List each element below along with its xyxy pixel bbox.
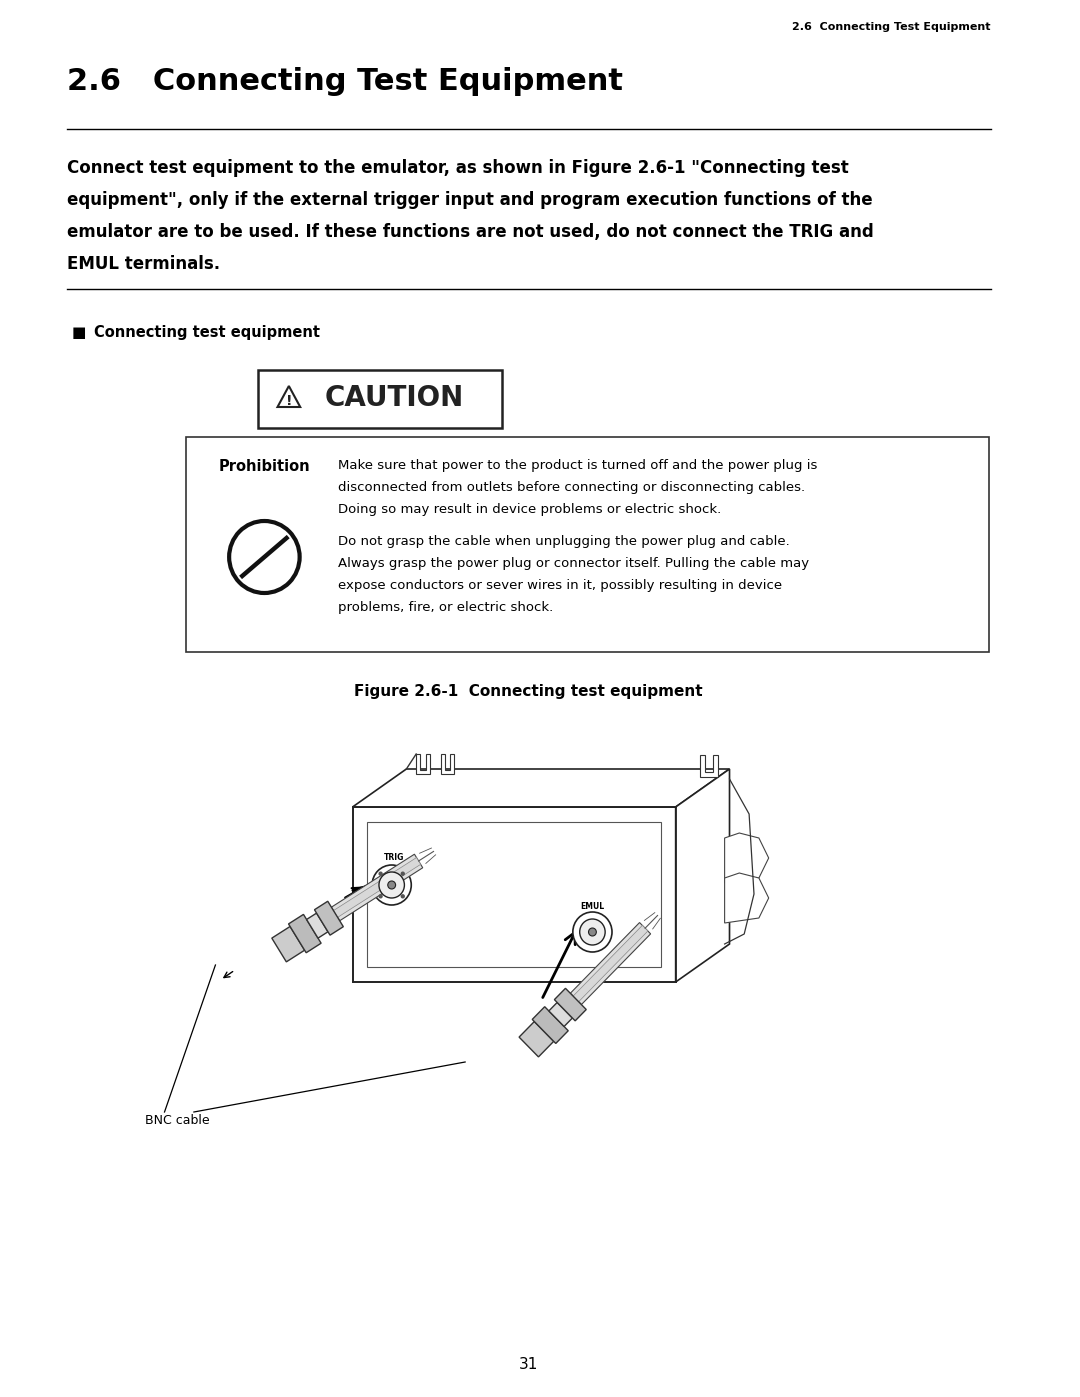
Bar bbox=[257, 370, 502, 427]
Circle shape bbox=[388, 882, 395, 888]
Polygon shape bbox=[532, 1007, 568, 1044]
Polygon shape bbox=[700, 754, 718, 777]
Circle shape bbox=[580, 919, 605, 944]
Text: equipment", only if the external trigger input and program execution functions o: equipment", only if the external trigger… bbox=[67, 191, 873, 210]
Polygon shape bbox=[725, 833, 769, 883]
Polygon shape bbox=[549, 1003, 572, 1027]
Polygon shape bbox=[416, 754, 430, 774]
Text: EMUL: EMUL bbox=[580, 902, 605, 911]
Text: Connect test equipment to the emulator, as shown in Figure 2.6-1 "Connecting tes: Connect test equipment to the emulator, … bbox=[67, 159, 848, 177]
Polygon shape bbox=[288, 915, 321, 953]
Text: Figure 2.6-1  Connecting test equipment: Figure 2.6-1 Connecting test equipment bbox=[354, 685, 703, 698]
Text: emulator are to be used. If these functions are not used, do not connect the TRI: emulator are to be used. If these functi… bbox=[67, 224, 874, 242]
Polygon shape bbox=[725, 873, 769, 923]
Circle shape bbox=[402, 895, 404, 898]
Polygon shape bbox=[554, 988, 586, 1021]
Text: Connecting test equipment: Connecting test equipment bbox=[94, 326, 320, 339]
Polygon shape bbox=[314, 901, 343, 935]
Text: BNC cable: BNC cable bbox=[145, 1113, 210, 1127]
Circle shape bbox=[379, 872, 404, 898]
Circle shape bbox=[373, 865, 411, 905]
Text: Make sure that power to the product is turned off and the power plug is: Make sure that power to the product is t… bbox=[338, 460, 818, 472]
Polygon shape bbox=[570, 922, 650, 1004]
Circle shape bbox=[229, 521, 299, 592]
Text: disconnected from outlets before connecting or disconnecting cables.: disconnected from outlets before connect… bbox=[338, 481, 805, 495]
Polygon shape bbox=[573, 925, 648, 1002]
Text: 2.6   Connecting Test Equipment: 2.6 Connecting Test Equipment bbox=[67, 67, 622, 96]
Polygon shape bbox=[367, 821, 661, 967]
Bar bbox=[186, 437, 989, 652]
Text: Prohibition: Prohibition bbox=[218, 460, 310, 474]
Polygon shape bbox=[272, 926, 305, 963]
Text: expose conductors or sever wires in it, possibly resulting in device: expose conductors or sever wires in it, … bbox=[338, 578, 782, 592]
Text: CAUTION: CAUTION bbox=[325, 384, 464, 412]
Polygon shape bbox=[332, 854, 422, 921]
Circle shape bbox=[402, 872, 404, 875]
Text: 2.6  Connecting Test Equipment: 2.6 Connecting Test Equipment bbox=[793, 22, 991, 32]
Polygon shape bbox=[676, 768, 729, 982]
Text: TRIG: TRIG bbox=[383, 854, 404, 862]
Circle shape bbox=[572, 912, 612, 951]
Polygon shape bbox=[441, 754, 455, 774]
Polygon shape bbox=[278, 386, 300, 407]
Polygon shape bbox=[352, 768, 729, 807]
Polygon shape bbox=[519, 1021, 554, 1058]
Text: EMUL terminals.: EMUL terminals. bbox=[67, 256, 219, 272]
Text: Doing so may result in device problems or electric shock.: Doing so may result in device problems o… bbox=[338, 503, 721, 515]
Text: Do not grasp the cable when unplugging the power plug and cable.: Do not grasp the cable when unplugging t… bbox=[338, 535, 789, 548]
Text: !: ! bbox=[285, 394, 292, 408]
Text: problems, fire, or electric shock.: problems, fire, or electric shock. bbox=[338, 601, 553, 615]
Circle shape bbox=[379, 872, 382, 875]
Text: ■: ■ bbox=[71, 326, 85, 339]
Circle shape bbox=[379, 895, 382, 898]
Text: Always grasp the power plug or connector itself. Pulling the cable may: Always grasp the power plug or connector… bbox=[338, 557, 809, 570]
Polygon shape bbox=[307, 914, 328, 939]
Polygon shape bbox=[334, 858, 421, 918]
Polygon shape bbox=[352, 807, 676, 982]
Text: 31: 31 bbox=[519, 1356, 539, 1372]
Circle shape bbox=[589, 928, 596, 936]
